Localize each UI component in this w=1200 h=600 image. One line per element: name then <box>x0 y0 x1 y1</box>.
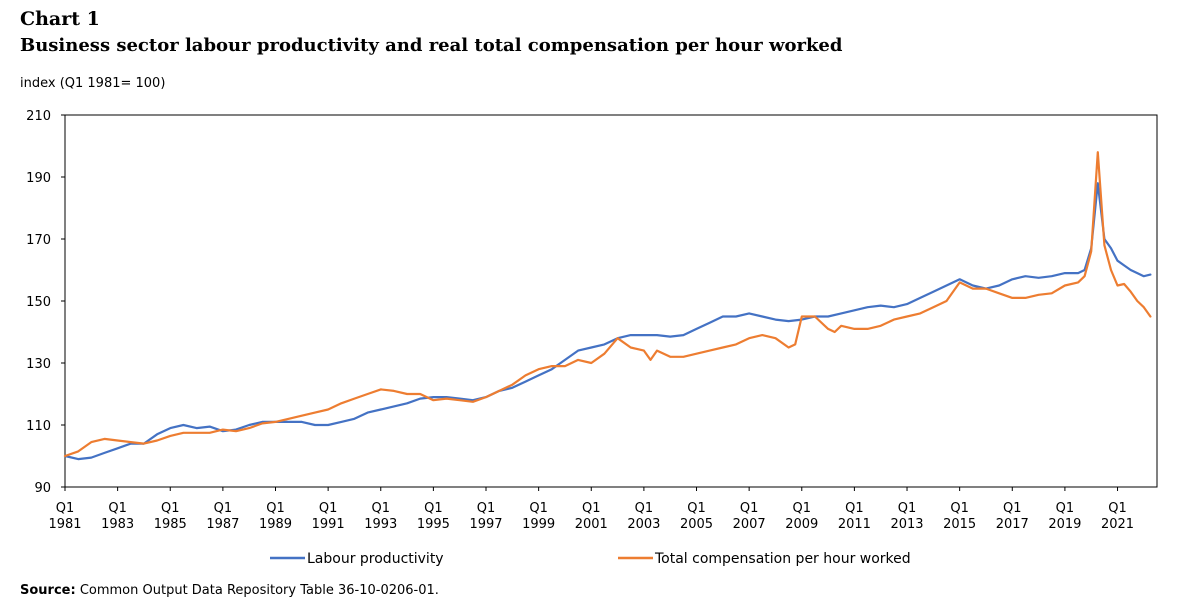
y-tick-label: 150 <box>26 295 51 310</box>
x-axis: Q11981Q11983Q11985Q11987Q11989Q11991Q119… <box>48 487 1134 532</box>
x-tick-label-year: 1993 <box>364 517 397 532</box>
x-tick-label-quarter: Q1 <box>424 501 443 516</box>
x-tick-label-year: 1991 <box>312 517 345 532</box>
x-tick-label-year: 2007 <box>733 517 766 532</box>
x-tick-label-quarter: Q1 <box>845 501 864 516</box>
x-tick-label-quarter: Q1 <box>1003 501 1022 516</box>
x-tick-label-quarter: Q1 <box>582 501 601 516</box>
x-tick-label-quarter: Q1 <box>372 501 391 516</box>
y-tick-label: 190 <box>26 171 51 186</box>
x-tick-label-quarter: Q1 <box>635 501 654 516</box>
x-tick-label-year: 1999 <box>522 517 555 532</box>
legend: Labour productivity Total compensation pe… <box>270 551 911 567</box>
x-tick-label-quarter: Q1 <box>898 501 917 516</box>
x-tick-label-quarter: Q1 <box>108 501 127 516</box>
source-note: Source: Common Output Data Repository Ta… <box>20 583 439 598</box>
y-tick-label: 90 <box>34 481 51 496</box>
x-tick-label-quarter: Q1 <box>477 501 496 516</box>
x-tick-label-year: 1987 <box>206 517 239 532</box>
y-axis: 90 110 130 150 170 190 210 <box>26 109 65 496</box>
legend-label: Labour productivity <box>307 551 444 567</box>
chart-number: Chart 1 <box>20 8 100 30</box>
x-tick-label-year: 1997 <box>469 517 502 532</box>
x-tick-label-quarter: Q1 <box>319 501 338 516</box>
y-axis-unit-label: index (Q1 1981= 100) <box>20 76 166 91</box>
x-tick-label-year: 2015 <box>943 517 976 532</box>
x-tick-label-year: 2013 <box>890 517 923 532</box>
series-line-total-compensation <box>63 151 1152 458</box>
source-text: Common Output Data Repository Table 36-1… <box>79 583 439 598</box>
x-tick-label-quarter: Q1 <box>214 501 233 516</box>
x-tick-label-quarter: Q1 <box>950 501 969 516</box>
x-tick-label-year: 1985 <box>154 517 187 532</box>
x-tick-label-year: 2001 <box>575 517 608 532</box>
x-tick-label-year: 2017 <box>996 517 1029 532</box>
series-lines <box>63 151 1152 461</box>
chart-title: Business sector labour productivity and … <box>20 35 843 56</box>
x-tick-label-year: 1989 <box>259 517 292 532</box>
x-tick-label-quarter: Q1 <box>793 501 812 516</box>
x-tick-label-quarter: Q1 <box>56 501 75 516</box>
x-tick-label-quarter: Q1 <box>529 501 548 516</box>
x-tick-label-year: 2005 <box>680 517 713 532</box>
x-tick-label-year: 2009 <box>785 517 818 532</box>
x-tick-label-quarter: Q1 <box>1056 501 1075 516</box>
x-tick-label-quarter: Q1 <box>1108 501 1127 516</box>
x-tick-label-year: 2011 <box>838 517 871 532</box>
x-tick-label-year: 1981 <box>48 517 81 532</box>
y-tick-label: 210 <box>26 109 51 124</box>
legend-label: Total compensation per hour worked <box>654 551 911 567</box>
x-tick-label-year: 2019 <box>1048 517 1081 532</box>
y-tick-label: 170 <box>26 233 51 248</box>
series-line-labour-productivity <box>63 182 1152 461</box>
x-tick-label-quarter: Q1 <box>740 501 759 516</box>
x-tick-label-year: 2003 <box>627 517 660 532</box>
y-tick-label: 110 <box>26 419 51 434</box>
x-tick-label-quarter: Q1 <box>266 501 285 516</box>
y-tick-label: 130 <box>26 357 51 372</box>
source-label: Source: <box>20 583 76 598</box>
x-tick-label-year: 2021 <box>1101 517 1134 532</box>
x-tick-label-quarter: Q1 <box>161 501 180 516</box>
x-tick-label-quarter: Q1 <box>687 501 706 516</box>
x-tick-label-year: 1983 <box>101 517 134 532</box>
x-tick-label-year: 1995 <box>417 517 450 532</box>
